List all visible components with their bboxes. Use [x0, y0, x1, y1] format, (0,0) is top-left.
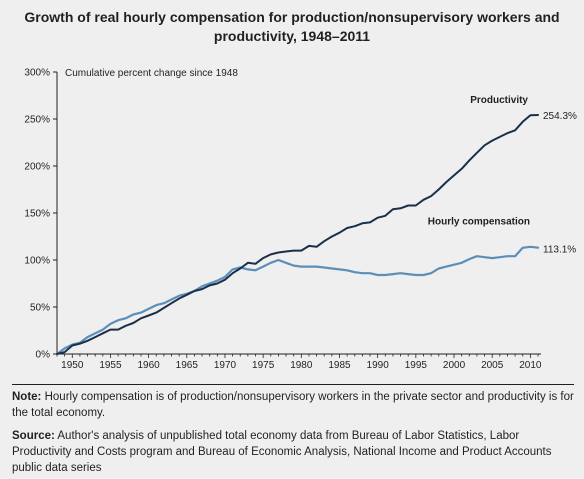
- chart-title: Growth of real hourly compensation for p…: [0, 8, 584, 46]
- x-tick-label: 1980: [290, 360, 313, 371]
- y-tick-label: 50%: [30, 303, 50, 314]
- axes: 0% 50% 100% 150% 200% 250% 300% 1950 1955 1960 196…: [24, 68, 542, 372]
- notes-section: Note: Hourly compensation is of producti…: [12, 384, 574, 476]
- x-tick-label: 2005: [481, 360, 504, 371]
- note-paragraph: Note: Hourly compensation is of producti…: [12, 389, 574, 421]
- x-tick-label: 1960: [137, 360, 160, 371]
- y-tick-label: 100%: [24, 256, 50, 267]
- y-tick-label: 250%: [24, 115, 50, 126]
- series-labels: Productivity 254.3% Hourly compensation 113…: [428, 95, 577, 256]
- series-layer: [55, 114, 540, 356]
- y-tick-label: 200%: [24, 162, 50, 173]
- y-tick-label: 300%: [24, 68, 50, 79]
- y-tick-label: 0%: [36, 350, 51, 361]
- x-tick-label: 1990: [367, 360, 390, 371]
- x-tick-label: 1970: [214, 360, 237, 371]
- series-line-productivity: [56, 114, 539, 355]
- source-text: Author's analysis of unpublished total e…: [12, 430, 552, 474]
- y-axis-label: Cumulative percent change since 1948: [65, 68, 238, 79]
- y-tick-label: 150%: [24, 209, 50, 220]
- chart-title-line-2: productivity, 1948–2011: [213, 28, 371, 44]
- x-tick-label: 2010: [519, 360, 542, 371]
- source-label: Source:: [12, 430, 55, 442]
- x-tick-label: 1965: [176, 360, 199, 371]
- series-name-productivity: Productivity: [470, 95, 528, 106]
- x-tick-label: 1995: [405, 360, 428, 371]
- x-tick-label: 1975: [252, 360, 275, 371]
- note-text: Hourly compensation is of production/non…: [12, 391, 574, 419]
- end-value-productivity: 254.3%: [543, 111, 577, 122]
- x-tick-label: 2000: [443, 360, 466, 371]
- series-name-hourly-compensation: Hourly compensation: [428, 217, 530, 228]
- chart-title-line-1: Growth of real hourly compensation for p…: [24, 9, 560, 25]
- end-value-hourly-compensation: 113.1%: [543, 245, 576, 256]
- x-tick-label: 1955: [99, 360, 122, 371]
- note-label: Note:: [12, 391, 42, 403]
- x-tick-label: 1950: [61, 360, 84, 371]
- source-paragraph: Source: Author's analysis of unpublished…: [12, 428, 574, 476]
- x-tick-label: 1985: [328, 360, 351, 371]
- line-chart: 0% 50% 100% 150% 200% 250% 300% 1950 1955 1960 196…: [24, 68, 577, 372]
- series-line-hourly-compensation: [55, 245, 540, 356]
